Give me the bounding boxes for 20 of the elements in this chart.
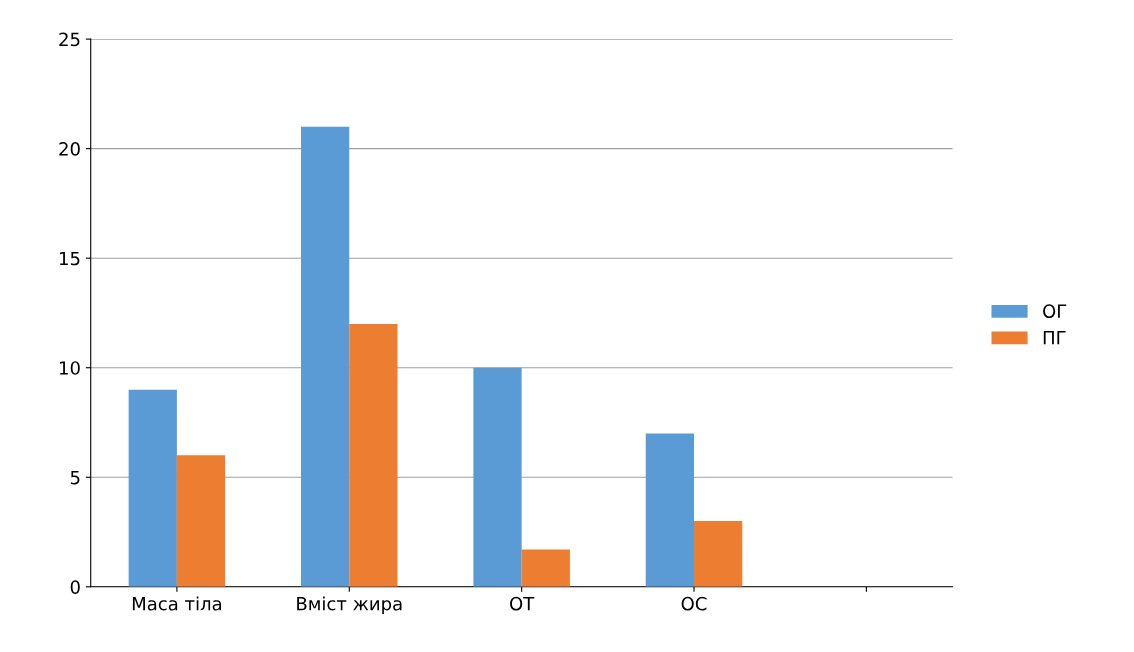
- y-tick-label: 15: [60, 251, 80, 266]
- legend-label: ОГ: [1043, 304, 1067, 318]
- bar: [176, 455, 226, 587]
- bar: [694, 521, 743, 587]
- bar: [645, 433, 695, 587]
- x-tick-label: ОС: [681, 596, 707, 611]
- y-tick-label: 20: [59, 142, 80, 156]
- x-tick-label: ОТ: [510, 596, 535, 611]
- x-tick-label: Маса тіла: [132, 596, 222, 611]
- bar: [521, 549, 570, 587]
- x-tick-label: Вміст жира: [297, 596, 402, 614]
- y-tick-label: 5: [70, 470, 80, 485]
- y-tick-label: 10: [60, 361, 80, 375]
- bar: [349, 323, 398, 587]
- y-tick-label: 0: [70, 580, 80, 594]
- bar: [128, 389, 177, 587]
- legend-label: ПГ: [1043, 331, 1066, 345]
- y-tick-label: 25: [59, 32, 80, 47]
- bar: [473, 367, 522, 587]
- bar: [301, 126, 350, 587]
